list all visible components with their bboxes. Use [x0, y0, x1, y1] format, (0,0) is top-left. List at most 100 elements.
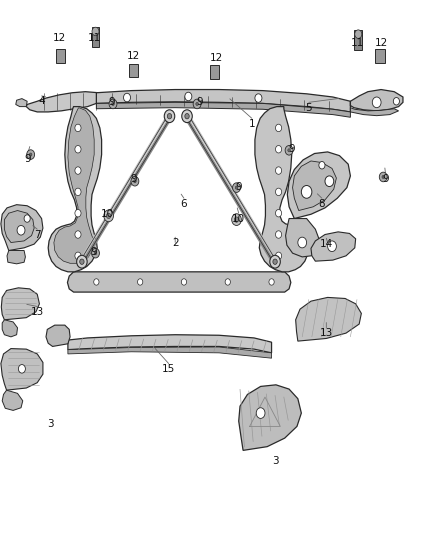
Text: 3: 3	[47, 419, 54, 429]
Text: 11: 11	[350, 38, 364, 47]
Circle shape	[104, 210, 113, 222]
Circle shape	[75, 167, 81, 174]
Text: 5: 5	[305, 103, 312, 112]
Circle shape	[298, 237, 307, 248]
Circle shape	[270, 255, 280, 268]
Text: 10: 10	[232, 214, 245, 223]
Circle shape	[235, 186, 238, 189]
Circle shape	[75, 188, 81, 196]
Polygon shape	[293, 161, 336, 211]
Polygon shape	[46, 325, 70, 346]
Circle shape	[109, 99, 117, 109]
Text: 2: 2	[172, 238, 179, 247]
Text: 9: 9	[108, 98, 115, 107]
Polygon shape	[286, 219, 320, 257]
Text: 8: 8	[318, 199, 325, 208]
Circle shape	[131, 176, 139, 186]
Polygon shape	[7, 251, 25, 264]
Circle shape	[18, 365, 25, 373]
Polygon shape	[26, 92, 101, 112]
Circle shape	[273, 259, 277, 264]
Text: 12: 12	[210, 53, 223, 62]
Text: 1: 1	[248, 119, 255, 128]
Text: 10: 10	[101, 209, 114, 219]
Polygon shape	[96, 90, 350, 112]
Circle shape	[196, 102, 198, 106]
Circle shape	[325, 176, 334, 187]
Text: 9: 9	[130, 174, 137, 183]
Circle shape	[285, 146, 293, 155]
Circle shape	[276, 124, 282, 132]
Circle shape	[372, 97, 381, 108]
Circle shape	[225, 279, 230, 285]
Circle shape	[75, 209, 81, 217]
Polygon shape	[311, 232, 356, 261]
Polygon shape	[1, 349, 43, 390]
Circle shape	[92, 248, 99, 258]
Circle shape	[301, 185, 312, 198]
Circle shape	[138, 279, 143, 285]
Circle shape	[193, 99, 201, 109]
Circle shape	[234, 217, 239, 222]
Polygon shape	[1, 288, 39, 320]
Circle shape	[29, 153, 32, 156]
Circle shape	[276, 188, 282, 196]
Circle shape	[181, 279, 187, 285]
Circle shape	[75, 146, 81, 153]
Polygon shape	[1, 205, 43, 251]
Text: 13: 13	[31, 307, 44, 317]
Circle shape	[182, 110, 192, 123]
Circle shape	[382, 175, 385, 179]
FancyBboxPatch shape	[210, 65, 219, 78]
Circle shape	[288, 149, 290, 152]
Circle shape	[106, 213, 111, 219]
Polygon shape	[67, 272, 291, 292]
Text: 9: 9	[235, 182, 242, 191]
Circle shape	[185, 92, 192, 101]
Circle shape	[185, 114, 189, 119]
Polygon shape	[2, 390, 23, 410]
Text: 13: 13	[320, 328, 333, 338]
Circle shape	[94, 252, 97, 255]
Circle shape	[27, 150, 35, 159]
Circle shape	[75, 252, 81, 260]
Polygon shape	[68, 347, 272, 358]
Circle shape	[232, 214, 241, 225]
Circle shape	[328, 241, 336, 252]
Text: 11: 11	[88, 34, 101, 43]
FancyBboxPatch shape	[92, 27, 99, 47]
Text: 3: 3	[272, 456, 279, 466]
Text: 14: 14	[320, 239, 333, 248]
Circle shape	[269, 279, 274, 285]
Circle shape	[355, 30, 362, 38]
Circle shape	[77, 255, 87, 268]
Circle shape	[276, 252, 282, 260]
FancyBboxPatch shape	[56, 49, 65, 62]
Polygon shape	[4, 211, 34, 243]
Text: 4: 4	[38, 96, 45, 106]
Circle shape	[164, 110, 175, 123]
Circle shape	[276, 209, 282, 217]
Circle shape	[276, 167, 282, 174]
Circle shape	[167, 114, 172, 119]
Polygon shape	[287, 152, 350, 219]
Text: 15: 15	[162, 364, 175, 374]
Text: 9: 9	[91, 247, 98, 257]
FancyBboxPatch shape	[354, 30, 362, 50]
Circle shape	[233, 183, 240, 192]
Text: 6: 6	[180, 199, 187, 208]
Circle shape	[92, 27, 99, 36]
Circle shape	[319, 161, 325, 169]
Text: 9: 9	[382, 174, 389, 183]
Text: 12: 12	[374, 38, 388, 47]
Circle shape	[255, 94, 262, 102]
Polygon shape	[2, 320, 18, 337]
Circle shape	[17, 225, 25, 235]
Text: 9: 9	[24, 154, 31, 164]
Circle shape	[112, 102, 114, 106]
Circle shape	[379, 172, 387, 182]
Polygon shape	[350, 90, 403, 111]
Circle shape	[24, 215, 30, 222]
Polygon shape	[96, 102, 350, 117]
FancyBboxPatch shape	[129, 63, 138, 77]
